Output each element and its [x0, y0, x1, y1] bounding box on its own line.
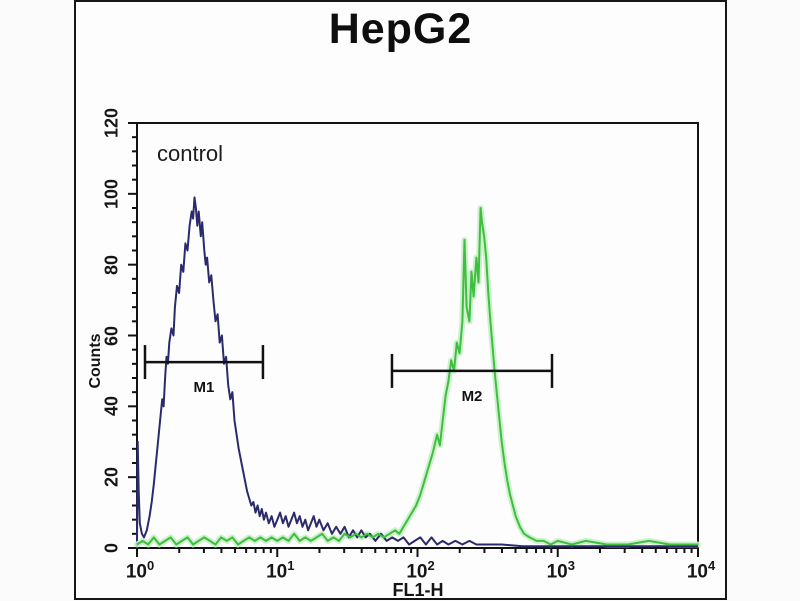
y-tick-label: 60 — [101, 325, 122, 346]
x-tick-label: 102 — [406, 558, 435, 583]
green-curve-glow — [134, 205, 701, 548]
x-tick-label: 101 — [266, 558, 295, 583]
green-histogram-curve — [136, 207, 698, 546]
y-tick-label: 0 — [101, 542, 122, 554]
figure-frame — [74, 0, 727, 600]
control-annotation: control — [157, 141, 224, 166]
x-axis-title: FL1-H — [392, 580, 444, 600]
m1-gate-label: M1 — [193, 379, 215, 397]
blue-histogram-curve — [136, 196, 698, 548]
m2-gate-label: M2 — [461, 387, 483, 405]
y-tick-label: 80 — [101, 254, 122, 275]
y-tick-label: 120 — [101, 107, 122, 139]
chart-title: HepG2 — [328, 5, 473, 53]
x-tick-label: 100 — [125, 558, 155, 583]
y-tick-label: 40 — [101, 396, 122, 417]
x-tick-label: 104 — [686, 558, 716, 583]
y-tick-label: 20 — [101, 467, 122, 488]
x-tick-label: 103 — [546, 558, 575, 583]
y-tick-label: 100 — [101, 178, 122, 209]
